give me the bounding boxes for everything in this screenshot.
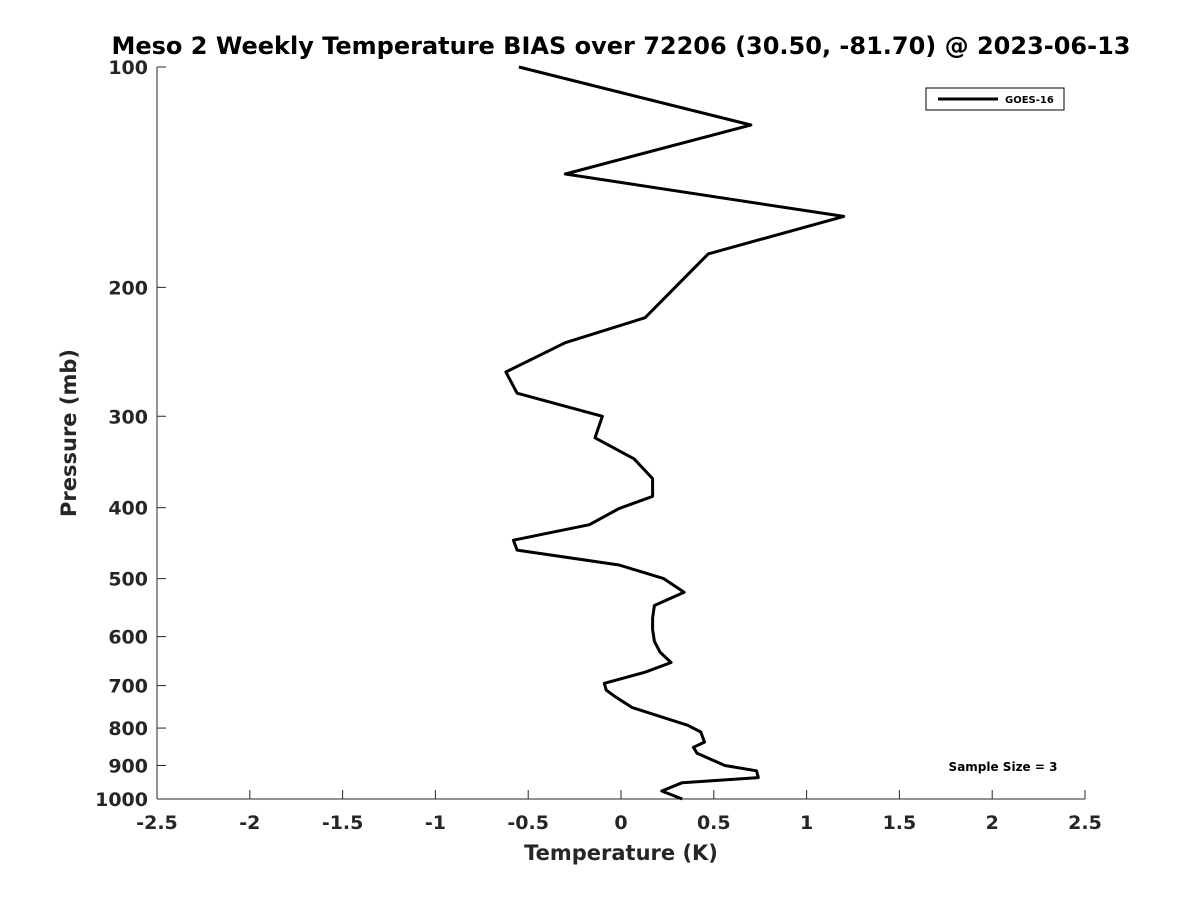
x-tick-label: 2 [986,812,999,834]
series-layer [504,65,846,801]
y-axis-ticks: 100 200 300 400 500 600 700 800 900 1000 [95,57,166,811]
legend-entry-label: GOES-16 [1005,95,1054,106]
sample-size-annotation: Sample Size = 3 [949,760,1058,774]
y-tick-label: 800 [108,718,148,740]
y-tick-label: 1000 [95,789,148,811]
y-tick-label: 100 [108,57,148,79]
y-tick-label: 400 [108,498,148,520]
x-tick-label: 0 [614,812,627,834]
y-tick-label: 200 [108,277,148,299]
x-tick-label: -2 [239,812,260,834]
x-tick-label: 1.5 [883,812,917,834]
y-tick-label: 300 [108,406,148,428]
x-tick-label: 0.5 [697,812,731,834]
y-tick-label: 500 [108,569,148,591]
x-tick-label: 1 [800,812,813,834]
series-line-goes-16 [504,65,846,801]
y-tick-label: 600 [108,627,148,649]
x-tick-label: 2.5 [1068,812,1102,834]
x-tick-label: -1 [425,812,446,834]
x-axis-label: Temperature (K) [524,841,718,865]
legend: GOES-16 [925,87,1065,111]
y-tick-label: 700 [108,676,148,698]
x-tick-label: -2.5 [136,812,178,834]
y-tick-label: 900 [108,756,148,778]
x-axis-ticks: -2.5 -2 -1.5 -1 -0.5 0 0.5 1 1.5 2 2.5 [136,790,1102,834]
x-tick-label: -1.5 [322,812,364,834]
x-tick-label: -0.5 [507,812,549,834]
y-axis-label: Pressure (mb) [57,349,81,517]
chart-title: Meso 2 Weekly Temperature BIAS over 7220… [111,32,1130,60]
